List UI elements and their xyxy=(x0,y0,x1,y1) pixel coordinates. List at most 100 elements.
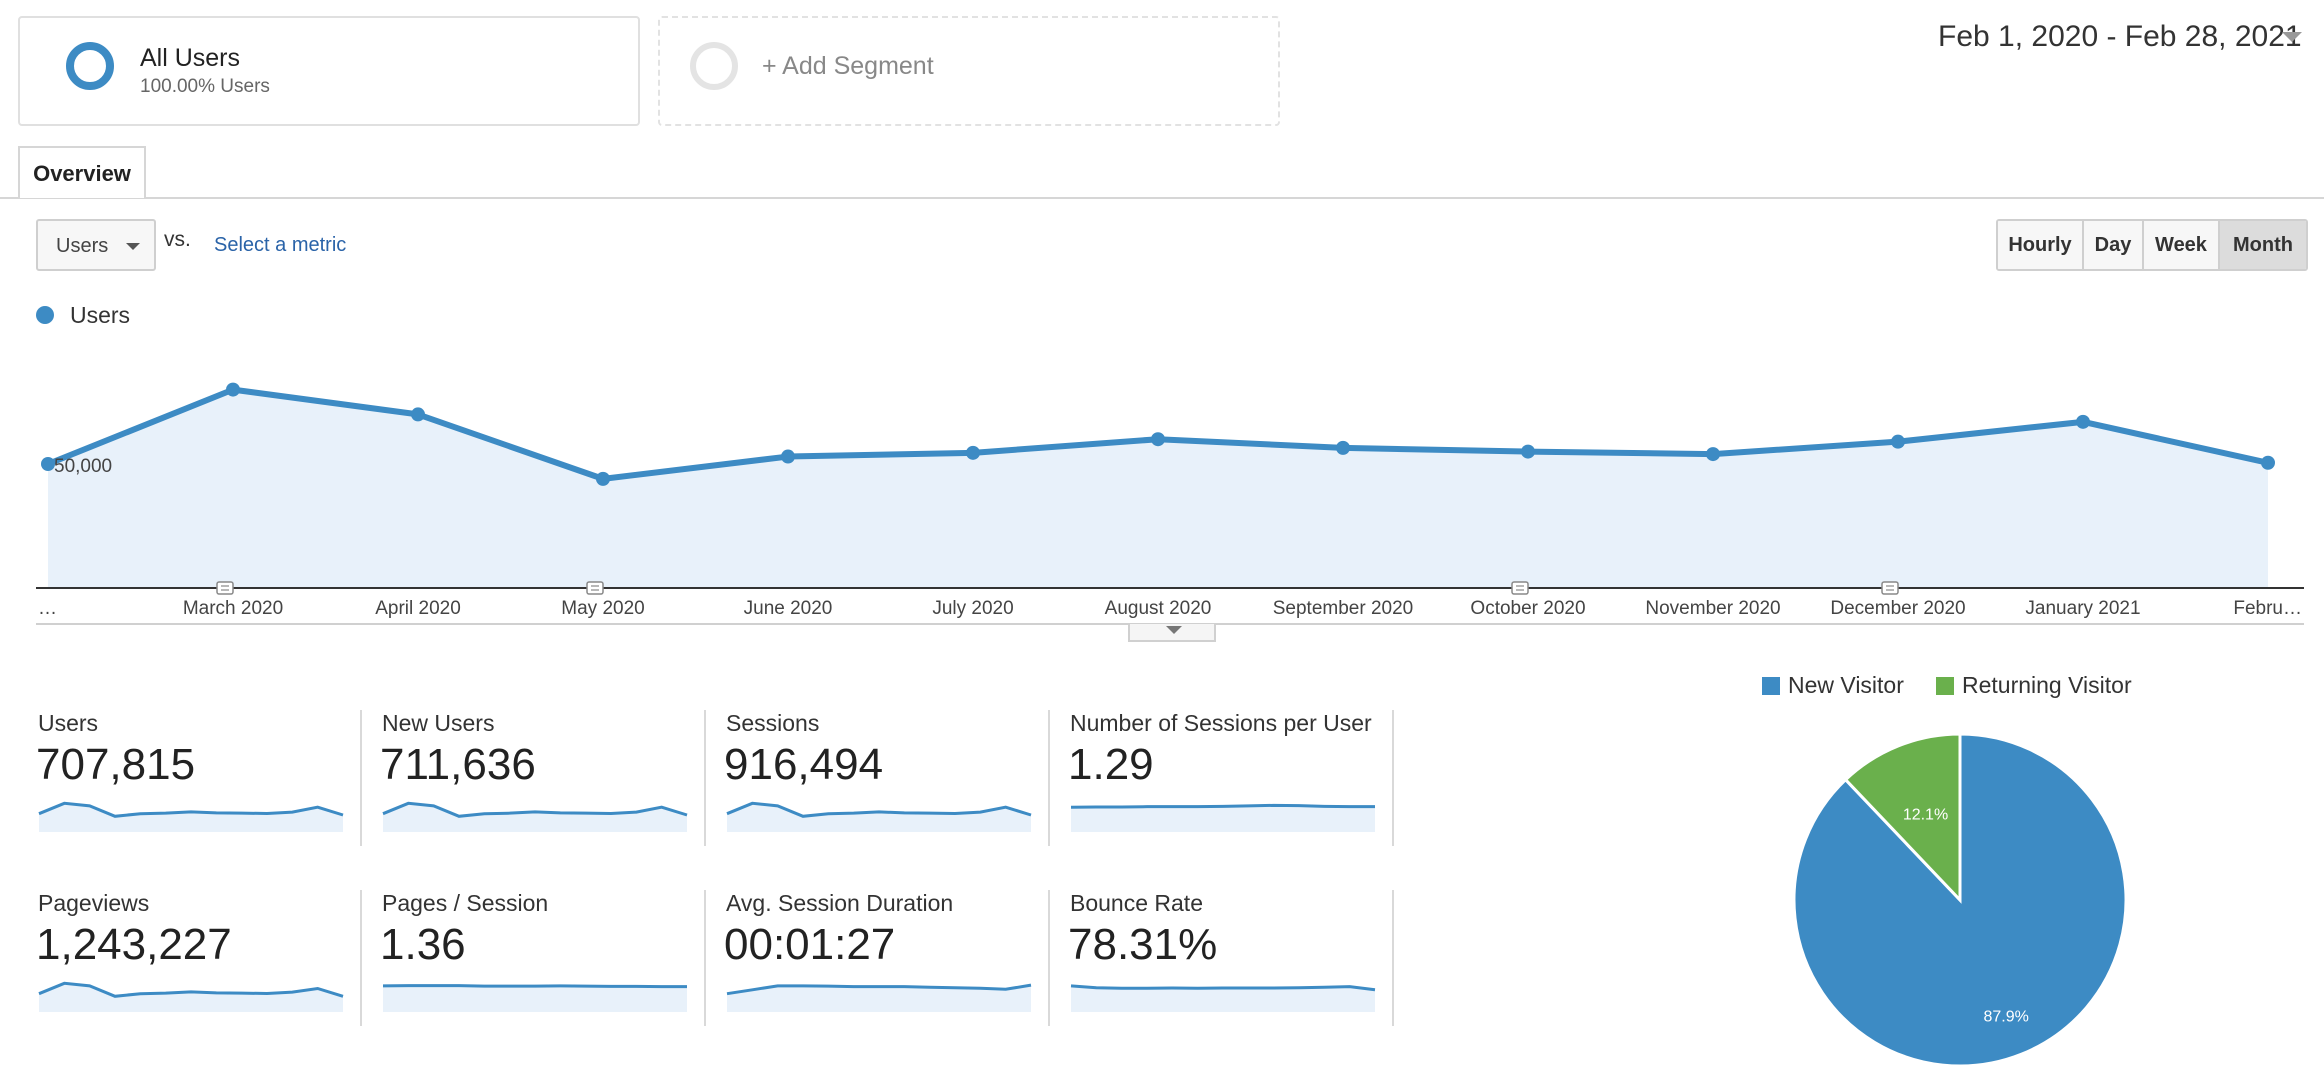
x-tick-label: December 2020 xyxy=(1830,598,1965,619)
data-point[interactable] xyxy=(411,407,425,422)
sparkline-line xyxy=(1070,803,1375,809)
legend-swatch-returning-visitor xyxy=(1936,677,1954,695)
sparkline xyxy=(38,981,344,1012)
data-point[interactable] xyxy=(2076,414,2090,429)
segment-all-users[interactable]: All Users 100.00% Users xyxy=(18,16,640,126)
scorecard-value: 707,815 xyxy=(36,740,196,789)
sparkline-area xyxy=(1071,805,1375,832)
series-area-users xyxy=(48,389,2268,588)
x-tick-label: November 2020 xyxy=(1645,598,1780,619)
segment-placeholder-icon xyxy=(690,42,738,90)
sparkline xyxy=(726,801,1032,832)
sparkline xyxy=(38,801,344,832)
scorecard-title: Users xyxy=(38,710,99,736)
vs-label: vs. xyxy=(164,228,191,251)
sparkline-area xyxy=(383,985,687,1012)
scorecard-title: Bounce Rate xyxy=(1070,890,1203,916)
pie-slice-label: 12.1% xyxy=(1903,807,1948,824)
data-point[interactable] xyxy=(1891,434,1905,449)
sparkline-line xyxy=(726,801,1032,818)
scorecard[interactable]: Pageviews 1,243,227 xyxy=(36,890,346,1028)
sparkline xyxy=(382,984,687,1012)
data-point[interactable] xyxy=(226,382,240,397)
sparkline xyxy=(382,801,688,832)
sparkline-area xyxy=(39,803,343,832)
time-granularity-group: Hourly Day Week Month xyxy=(1996,219,2308,271)
data-point[interactable] xyxy=(1151,432,1165,447)
caret-down-icon xyxy=(126,243,140,250)
annotation-marker-icon[interactable] xyxy=(586,581,604,595)
data-point[interactable] xyxy=(1336,440,1350,455)
scorecard-title: Pages / Session xyxy=(382,890,549,916)
metric-dropdown-value: Users xyxy=(56,235,109,257)
x-tick-label: October 2020 xyxy=(1470,598,1585,619)
hourly-button[interactable]: Hourly xyxy=(1998,221,2084,269)
annotation-marker-icon[interactable] xyxy=(1511,581,1529,595)
sparkline-area xyxy=(727,985,1031,1012)
sparkline-area xyxy=(383,803,687,832)
scorecard-title: Pageviews xyxy=(38,890,150,916)
sparkline-line xyxy=(382,984,687,989)
scorecard-title: Avg. Session Duration xyxy=(726,890,954,916)
scorecard-title: Sessions xyxy=(726,710,820,736)
legend-swatch-new-visitor xyxy=(1762,677,1780,695)
x-tick-label: March 2020 xyxy=(183,598,283,619)
x-tick-label: January 2021 xyxy=(2025,598,2140,619)
scorecard-title: Number of Sessions per User xyxy=(1070,710,1372,736)
scorecard-value: 1.36 xyxy=(380,920,466,969)
day-button[interactable]: Day xyxy=(2084,221,2144,269)
scorecard-divider xyxy=(360,890,362,1026)
annotation-marker-icon[interactable] xyxy=(1881,581,1899,595)
scorecard-value: 1.29 xyxy=(1068,740,1154,789)
expand-chart-toggle[interactable] xyxy=(1128,624,1216,642)
chevron-down-icon[interactable] xyxy=(2282,32,2302,42)
date-range-picker[interactable]: Feb 1, 2020 - Feb 28, 2021 xyxy=(1938,20,2302,53)
pie-slice[interactable] xyxy=(1843,732,1962,904)
tab-overview[interactable]: Overview xyxy=(18,146,146,198)
month-button[interactable]: Month xyxy=(2220,221,2306,269)
legend-label-returning-visitor: Returning Visitor xyxy=(1962,672,2132,698)
chevron-down-icon xyxy=(1166,626,1182,634)
x-tick-label: Febru… xyxy=(2233,598,2302,619)
data-point[interactable] xyxy=(781,449,795,464)
sparkline-line xyxy=(726,983,1032,996)
scorecard-value: 1,243,227 xyxy=(36,920,232,969)
scorecard-divider xyxy=(360,710,362,846)
legend-label-users: Users xyxy=(70,302,131,328)
data-point[interactable] xyxy=(1521,444,1535,459)
scorecard[interactable]: Sessions 916,494 xyxy=(724,710,1034,848)
data-point[interactable] xyxy=(41,457,55,471)
scorecard-value: 916,494 xyxy=(724,740,884,789)
scorecard[interactable]: New Users 711,636 xyxy=(380,710,690,848)
scorecard[interactable]: Users 707,815 xyxy=(36,710,346,848)
x-tick-label: August 2020 xyxy=(1105,598,1212,619)
scorecard[interactable]: Number of Sessions per User 1.29 xyxy=(1068,710,1378,848)
sparkline-line xyxy=(382,801,688,818)
scorecard[interactable]: Avg. Session Duration 00:01:27 xyxy=(724,890,1034,1028)
data-point[interactable] xyxy=(966,445,980,460)
x-tick-label: September 2020 xyxy=(1273,598,1414,619)
x-tick-label: April 2020 xyxy=(375,598,461,619)
metric-dropdown[interactable]: Users xyxy=(36,219,156,271)
visitor-type-pie-chart: 87.9% 12.1% xyxy=(1792,732,2128,1068)
scorecard[interactable]: Bounce Rate 78.31% xyxy=(1068,890,1378,1028)
data-point[interactable] xyxy=(1706,447,1720,462)
scorecard[interactable]: Pages / Session 1.36 xyxy=(380,890,690,1028)
sparkline xyxy=(1070,803,1375,832)
sparkline-area xyxy=(727,803,1031,832)
scorecard-divider xyxy=(1048,890,1050,1026)
tab-divider xyxy=(0,197,2324,199)
x-tick-label: July 2020 xyxy=(932,598,1013,619)
select-metric-link[interactable]: Select a metric xyxy=(214,234,347,256)
annotation-marker-icon[interactable] xyxy=(216,581,234,595)
x-tick-label: … xyxy=(38,598,57,619)
scorecard-divider xyxy=(1392,890,1394,1026)
data-point[interactable] xyxy=(596,471,610,486)
sparkline xyxy=(1070,984,1376,1012)
scorecard-value: 00:01:27 xyxy=(724,920,896,969)
data-point[interactable] xyxy=(2261,455,2275,470)
add-segment-button[interactable]: + Add Segment xyxy=(658,16,1280,126)
week-button[interactable]: Week xyxy=(2144,221,2220,269)
x-tick-label: May 2020 xyxy=(561,598,644,619)
scorecard-divider xyxy=(704,890,706,1026)
